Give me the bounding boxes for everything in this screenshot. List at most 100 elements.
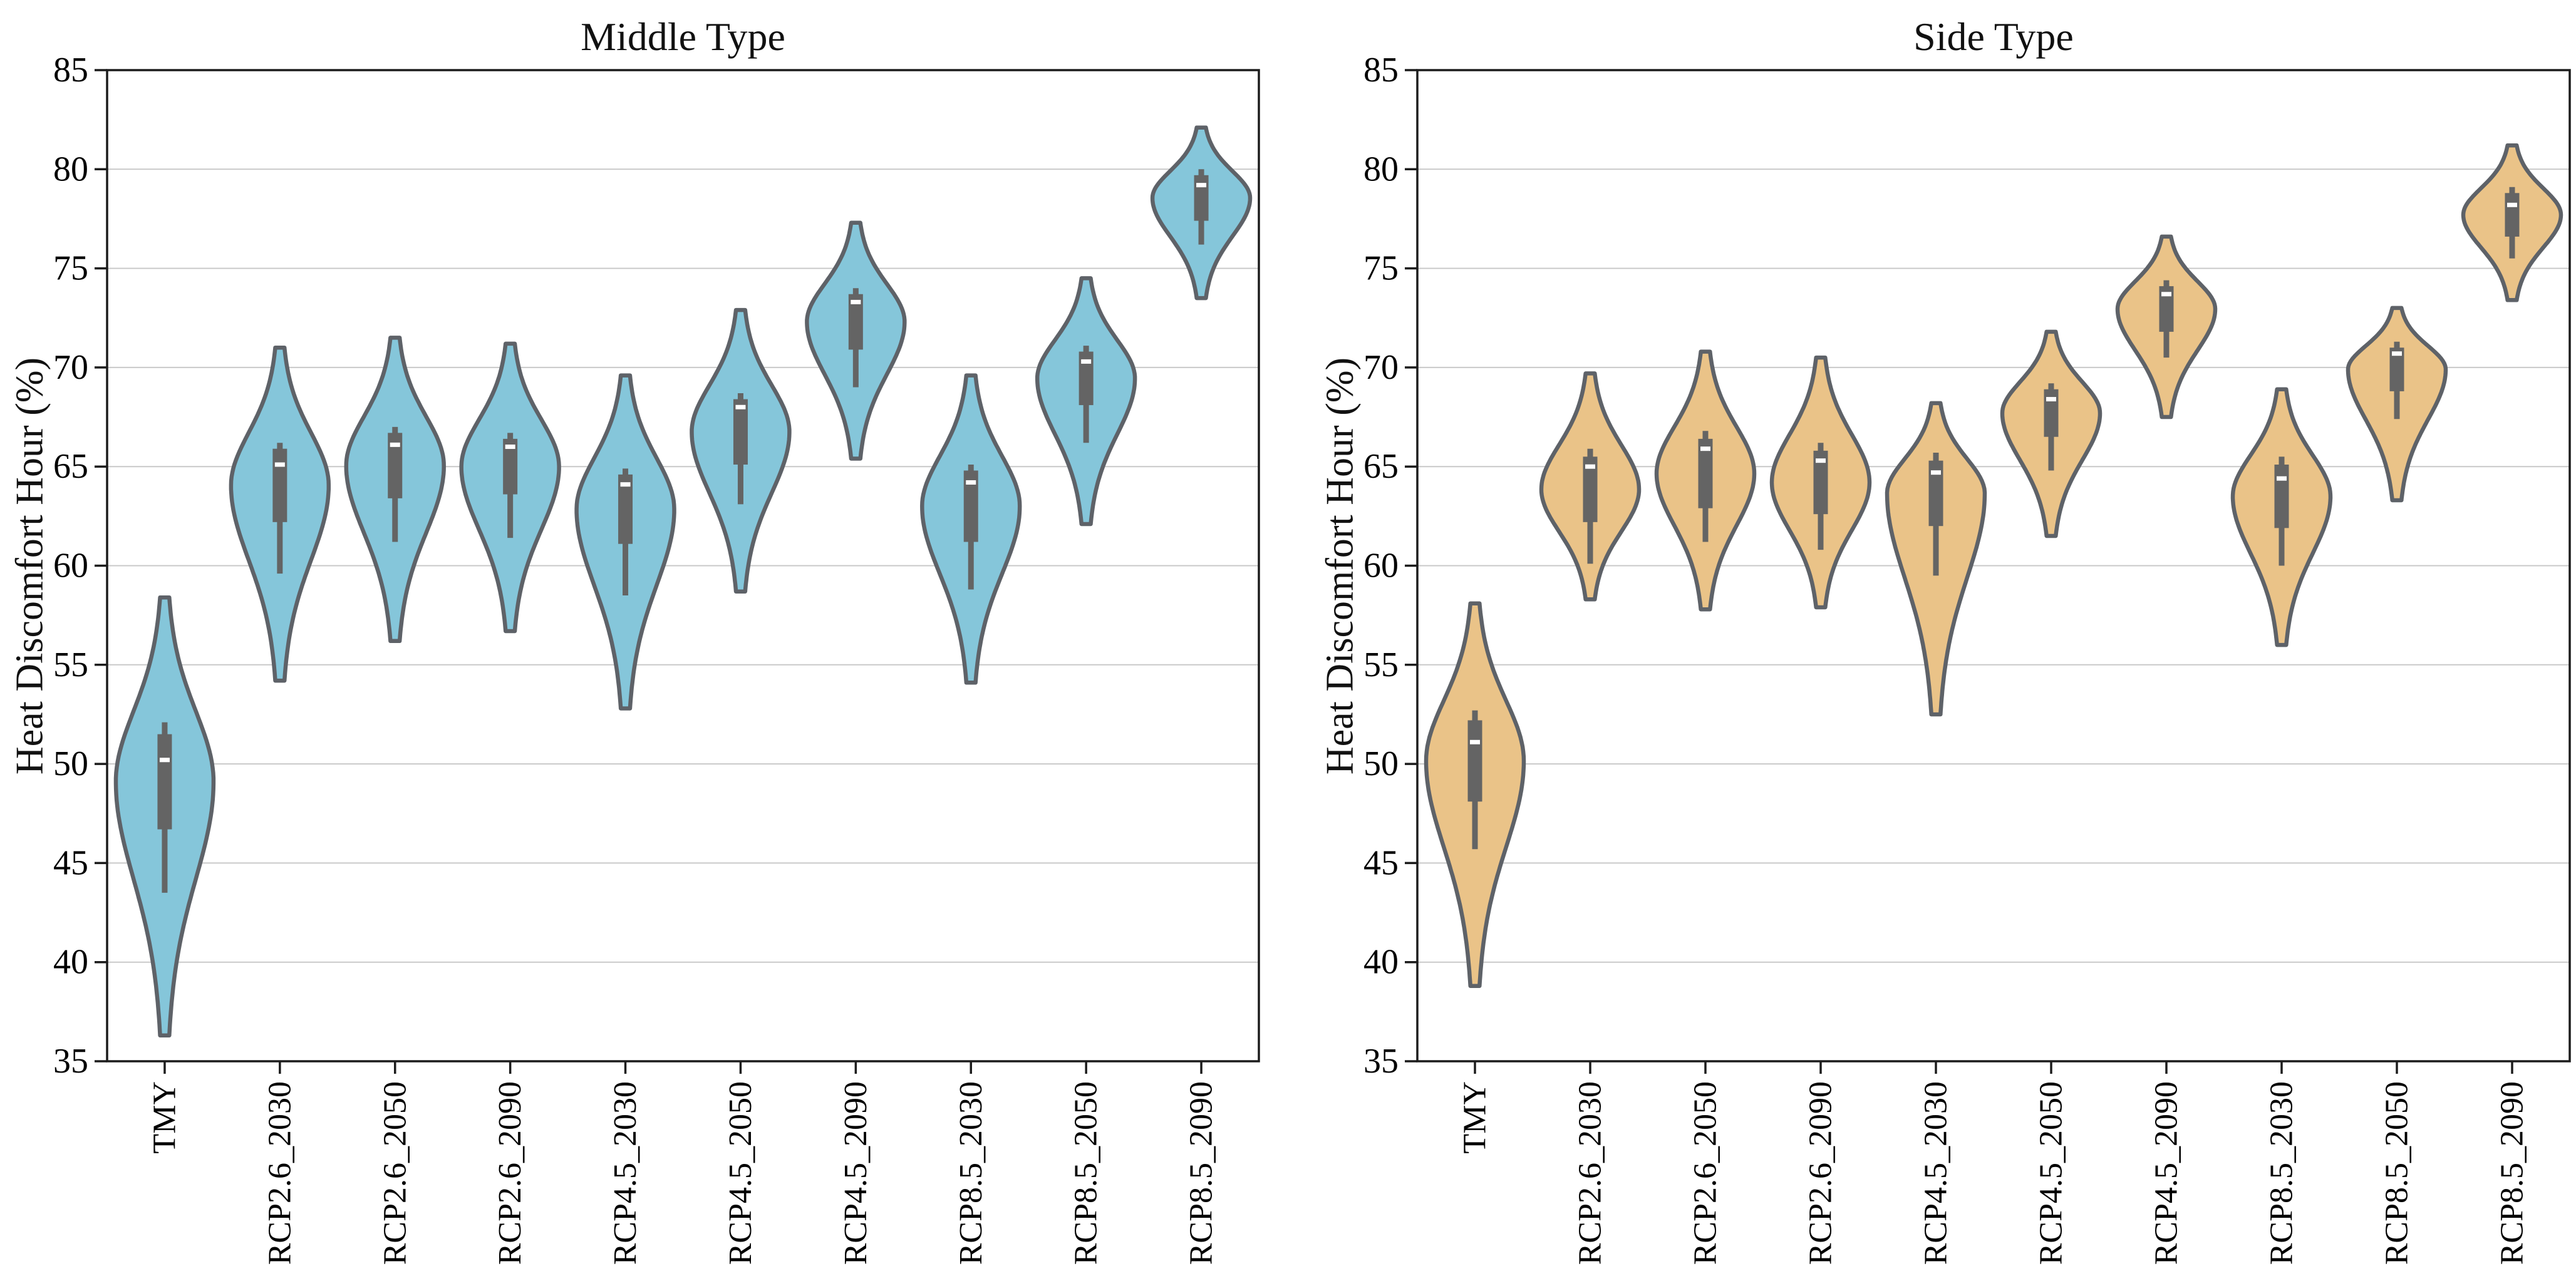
x-tick-label-TMY: TMY <box>1457 1081 1493 1154</box>
violin-TMY <box>113 595 216 1038</box>
y-tick-label-50-panel0: 50 <box>53 744 88 783</box>
y-tick-label-55-panel0: 55 <box>53 646 88 684</box>
plot-frame <box>1416 69 2571 1063</box>
violin-RCP2.6_2090 <box>459 341 561 634</box>
box-RCP8.5_2090 <box>1194 175 1209 221</box>
x-tick-label-RCP4.5_2030: RCP4.5_2030 <box>608 1081 643 1265</box>
median-RCP8.5_2050 <box>2392 351 2402 356</box>
box-RCP4.5_2050 <box>2044 389 2059 437</box>
median-RCP2.6_2090 <box>505 445 515 450</box>
y-tick-label-40-panel0: 40 <box>53 943 88 982</box>
violin-RCP2.6_2030 <box>229 345 331 683</box>
median-RCP8.5_2090 <box>2507 202 2517 207</box>
box-RCP8.5_2030 <box>963 470 978 542</box>
box-RCP4.5_2030 <box>618 474 633 544</box>
violin-RCP4.5_2050 <box>2000 329 2103 538</box>
y-tick-label-60-panel0: 60 <box>53 547 88 585</box>
panel-side-type: TMY RCP2.6_2030 RCP2.6_2050 RCP2.6_2090 RCP4… <box>1363 51 2571 1265</box>
median-RCP8.5_2030 <box>2277 476 2287 481</box>
violin-RCP2.6_2030 <box>1539 371 1642 602</box>
median-RCP2.6_2030 <box>274 462 285 467</box>
median-RCP2.6_2090 <box>1816 458 1826 463</box>
y-tick-label-50-panel1: 50 <box>1363 744 1399 783</box>
x-tick-label-RCP8.5_2030: RCP8.5_2030 <box>2264 1081 2300 1265</box>
x-tick-label-RCP4.5_2090: RCP4.5_2090 <box>2149 1081 2185 1265</box>
box-RCP4.5_2050 <box>733 399 748 465</box>
y-tick-label-35-panel0: 35 <box>53 1042 88 1081</box>
violin-RCP2.6_2050 <box>1654 349 1757 612</box>
box-RCP4.5_2090 <box>848 294 863 350</box>
box-RCP2.6_2030 <box>272 448 287 522</box>
x-tick-label-RCP2.6_2030: RCP2.6_2030 <box>1573 1081 1608 1265</box>
y-tick-label-70-panel0: 70 <box>53 348 88 387</box>
median-TMY <box>1470 739 1480 744</box>
median-RCP4.5_2050 <box>735 404 746 409</box>
x-tick-label-RCP2.6_2030: RCP2.6_2030 <box>262 1081 297 1265</box>
panel-title-middle-type: Middle Type <box>581 14 785 59</box>
x-tick-label-RCP2.6_2090: RCP2.6_2090 <box>1803 1081 1839 1265</box>
box-RCP2.6_2030 <box>1583 456 1598 522</box>
y-tick-label-55-panel1: 55 <box>1363 646 1399 684</box>
median-RCP8.5_2030 <box>966 480 976 485</box>
violin-RCP8.5_2050 <box>2346 306 2448 503</box>
x-tick-label-RCP2.6_2050: RCP2.6_2050 <box>1688 1081 1724 1265</box>
y-tick-label-35-panel1: 35 <box>1363 1042 1399 1081</box>
median-RCP8.5_2090 <box>1196 183 1207 188</box>
median-TMY <box>159 758 170 763</box>
violin-RCP2.6_2090 <box>1769 355 1872 610</box>
box-RCP2.6_2090 <box>1813 450 1828 515</box>
y-tick-label-60-panel1: 60 <box>1363 547 1399 585</box>
box-RCP8.5_2090 <box>2505 193 2520 237</box>
panel-middle-type: TMY RCP2.6_2030 RCP2.6_2050 RCP2.6_2090 RCP4… <box>53 51 1260 1265</box>
median-RCP4.5_2090 <box>851 299 861 304</box>
y-tick-label-85-panel1: 85 <box>1363 51 1399 90</box>
box-RCP4.5_2030 <box>1928 460 1943 527</box>
violin-RCP8.5_2090 <box>2461 143 2563 302</box>
box-RCP8.5_2030 <box>2274 465 2289 528</box>
y-tick-label-80-panel0: 80 <box>53 150 88 188</box>
median-RCP2.6_2030 <box>1585 464 1595 469</box>
x-tick-label-RCP8.5_2030: RCP8.5_2030 <box>953 1081 989 1265</box>
median-RCP4.5_2030 <box>620 482 631 487</box>
y-tick-label-80-panel1: 80 <box>1363 150 1399 188</box>
x-tick-label-RCP8.5_2090: RCP8.5_2090 <box>2495 1081 2530 1265</box>
x-tick-label-RCP8.5_2090: RCP8.5_2090 <box>1184 1081 1219 1265</box>
box-RCP8.5_2050 <box>1079 351 1094 406</box>
box-RCP2.6_2050 <box>1698 438 1713 508</box>
median-RCP4.5_2090 <box>2161 292 2171 297</box>
plot-frame <box>106 69 1260 1063</box>
x-tick-label-RCP2.6_2050: RCP2.6_2050 <box>377 1081 413 1265</box>
y-tick-label-65-panel0: 65 <box>53 447 88 486</box>
median-RCP4.5_2030 <box>1931 470 1941 475</box>
x-tick-label-RCP4.5_2090: RCP4.5_2090 <box>838 1081 874 1265</box>
y-axis-label-left: Heat Discomfort Hour (%) <box>8 357 51 775</box>
violin-TMY <box>1424 601 1526 988</box>
box-TMY <box>157 734 172 830</box>
y-tick-label-65-panel1: 65 <box>1363 447 1399 486</box>
y-tick-label-45-panel0: 45 <box>53 843 88 882</box>
x-tick-label-RCP8.5_2050: RCP8.5_2050 <box>2379 1081 2415 1265</box>
median-RCP2.6_2050 <box>390 442 400 447</box>
violin-RCP4.5_2050 <box>690 307 792 594</box>
median-RCP4.5_2050 <box>2046 397 2056 402</box>
violin-RCP4.5_2090 <box>805 220 907 461</box>
box-RCP4.5_2090 <box>2159 286 2174 332</box>
x-tick-label-RCP4.5_2030: RCP4.5_2030 <box>1918 1081 1954 1265</box>
violin-RCP8.5_2050 <box>1035 276 1137 527</box>
violin-RCP8.5_2030 <box>2230 387 2333 647</box>
x-tick-label-RCP4.5_2050: RCP4.5_2050 <box>723 1081 758 1265</box>
x-tick-label-RCP8.5_2050: RCP8.5_2050 <box>1068 1081 1104 1265</box>
x-tick-label-RCP4.5_2050: RCP4.5_2050 <box>2034 1081 2069 1265</box>
panel-title-side-type: Side Type <box>1913 14 2074 59</box>
violin-RCP4.5_2030 <box>574 373 676 711</box>
x-tick-label-RCP2.6_2090: RCP2.6_2090 <box>492 1081 528 1265</box>
violin-RCP4.5_2090 <box>2115 234 2218 419</box>
violin-RCP2.6_2050 <box>344 336 446 644</box>
y-axis-label-right: Heat Discomfort Hour (%) <box>1318 357 1362 775</box>
median-RCP8.5_2050 <box>1081 359 1092 364</box>
x-tick-label-TMY: TMY <box>147 1081 182 1154</box>
box-RCP2.6_2090 <box>503 438 518 495</box>
box-RCP2.6_2050 <box>388 433 403 498</box>
y-tick-label-75-panel1: 75 <box>1363 249 1399 288</box>
